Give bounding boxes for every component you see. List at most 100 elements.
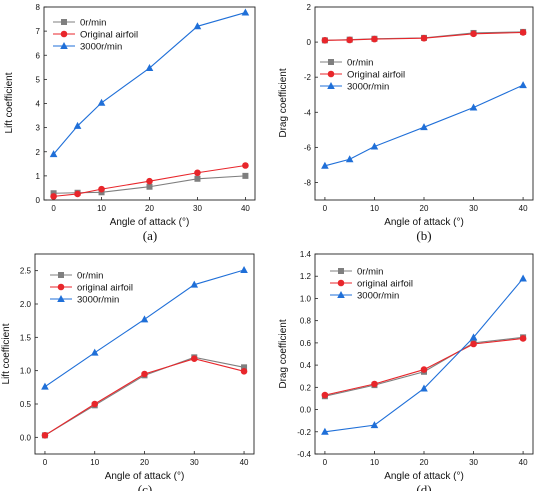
- legend-label: 3000r/min: [357, 291, 399, 302]
- y-tick-label: 1: [36, 172, 41, 181]
- legend-label: 0r/min: [347, 58, 373, 69]
- y-tick-label: 2.5: [20, 267, 32, 276]
- y-tick-label: 1.2: [300, 272, 312, 281]
- series-line: [324, 278, 524, 433]
- data-point: [345, 155, 354, 163]
- data-point: [73, 121, 82, 129]
- y-axis-label: Lift coefficient: [1, 323, 12, 384]
- panel-label: (d): [416, 482, 431, 491]
- x-tick-label: 10: [90, 458, 99, 467]
- series-line: [44, 269, 245, 388]
- legend-marker: [61, 19, 67, 25]
- legend-marker: [328, 59, 334, 65]
- y-tick-label: 4: [36, 100, 41, 109]
- data-point: [321, 391, 329, 399]
- panel-d: 0 10 20 30 40 -0.4 -0.2 0.0 0.2 0.4 0.6 0.8 1.0 1.2 1.…: [278, 250, 534, 491]
- x-axis-label: Angle of attack (°): [384, 217, 464, 228]
- legend-item: Original airfoil: [320, 70, 405, 81]
- panel-label: (a): [143, 228, 157, 243]
- data-point: [74, 190, 81, 198]
- legend-item: 0r/min: [53, 18, 106, 29]
- x-tick-label: 30: [469, 204, 478, 213]
- legend-item: 0r/min: [50, 271, 103, 282]
- legend-marker: [338, 268, 344, 274]
- legend-marker: [57, 295, 65, 302]
- x-tick-label: 10: [370, 458, 379, 467]
- data-point: [146, 183, 153, 190]
- x-tick-label: 40: [241, 204, 250, 213]
- x-axis-label: Angle of attack (°): [384, 471, 464, 482]
- data-point: [240, 266, 248, 273]
- series-1: [321, 335, 527, 399]
- series-2: [41, 266, 248, 390]
- series-1: [41, 355, 248, 439]
- data-point: [321, 427, 329, 435]
- data-point: [519, 274, 527, 282]
- data-point: [469, 333, 478, 341]
- y-tick-label: 0.0: [20, 433, 32, 442]
- y-tick-label: 0.6: [300, 339, 312, 348]
- legend-item: 3000r/min: [320, 82, 389, 93]
- legend-label: 0r/min: [80, 18, 106, 29]
- data-point: [241, 364, 248, 371]
- y-tick-label: -2: [304, 73, 312, 82]
- x-tick-label: 30: [469, 458, 478, 467]
- data-point: [371, 380, 378, 388]
- plot-frame: [43, 6, 256, 201]
- data-point: [90, 348, 99, 356]
- data-point: [469, 103, 478, 111]
- x-tick-label: 10: [370, 204, 379, 213]
- legend-label: Original airfoil: [347, 70, 405, 81]
- data-point: [193, 22, 202, 30]
- y-tick-label: 0: [36, 196, 41, 205]
- x-tick-label: 0: [323, 458, 328, 467]
- legend-label: 0r/min: [77, 271, 103, 282]
- y-tick-label: 0.2: [300, 383, 312, 392]
- data-point: [242, 162, 249, 169]
- data-point: [146, 177, 153, 185]
- y-tick-label: 2: [307, 3, 312, 12]
- legend-marker: [337, 291, 345, 298]
- series-line: [53, 164, 246, 197]
- y-tick-label: 1.0: [20, 367, 32, 376]
- y-tick-label: 6: [36, 51, 41, 60]
- x-tick-label: 20: [420, 458, 429, 467]
- data-point: [49, 150, 58, 158]
- legend-label: 3000r/min: [77, 295, 119, 306]
- panel-label: (b): [416, 228, 431, 243]
- x-axis-label: Angle of attack (°): [105, 471, 185, 482]
- y-tick-label: -8: [304, 178, 312, 187]
- data-point: [420, 366, 428, 373]
- y-tick-label: -0.4: [297, 450, 311, 459]
- panel-b: 0 10 20 30 40 -8 -6 -4 -2 0 2 Angle of attack (°) Dr…: [278, 3, 534, 243]
- data-point: [321, 161, 329, 169]
- data-point: [97, 98, 106, 106]
- data-point: [190, 280, 199, 288]
- x-tick-label: 40: [519, 204, 528, 213]
- legend-marker: [58, 272, 64, 278]
- y-tick-label: 2: [36, 148, 41, 157]
- y-tick-label: 5: [36, 75, 41, 84]
- data-point: [519, 335, 527, 342]
- x-tick-label: 40: [519, 458, 528, 467]
- y-axis-label: Drag coefficient: [278, 319, 289, 389]
- data-point: [91, 400, 99, 408]
- y-tick-label: 1.4: [300, 250, 312, 259]
- legend-item: original airfoil: [50, 283, 133, 294]
- legend-label: 3000r/min: [347, 82, 389, 93]
- data-point: [98, 185, 105, 193]
- series-1: [321, 29, 527, 44]
- series-line: [53, 12, 246, 155]
- legend-item: 0r/min: [320, 58, 373, 69]
- x-tick-label: 20: [140, 458, 149, 467]
- y-tick-label: 0.8: [300, 317, 312, 326]
- data-point: [242, 172, 249, 179]
- data-point: [194, 169, 201, 177]
- data-point: [241, 8, 250, 16]
- data-point: [470, 30, 477, 38]
- data-point: [519, 81, 527, 89]
